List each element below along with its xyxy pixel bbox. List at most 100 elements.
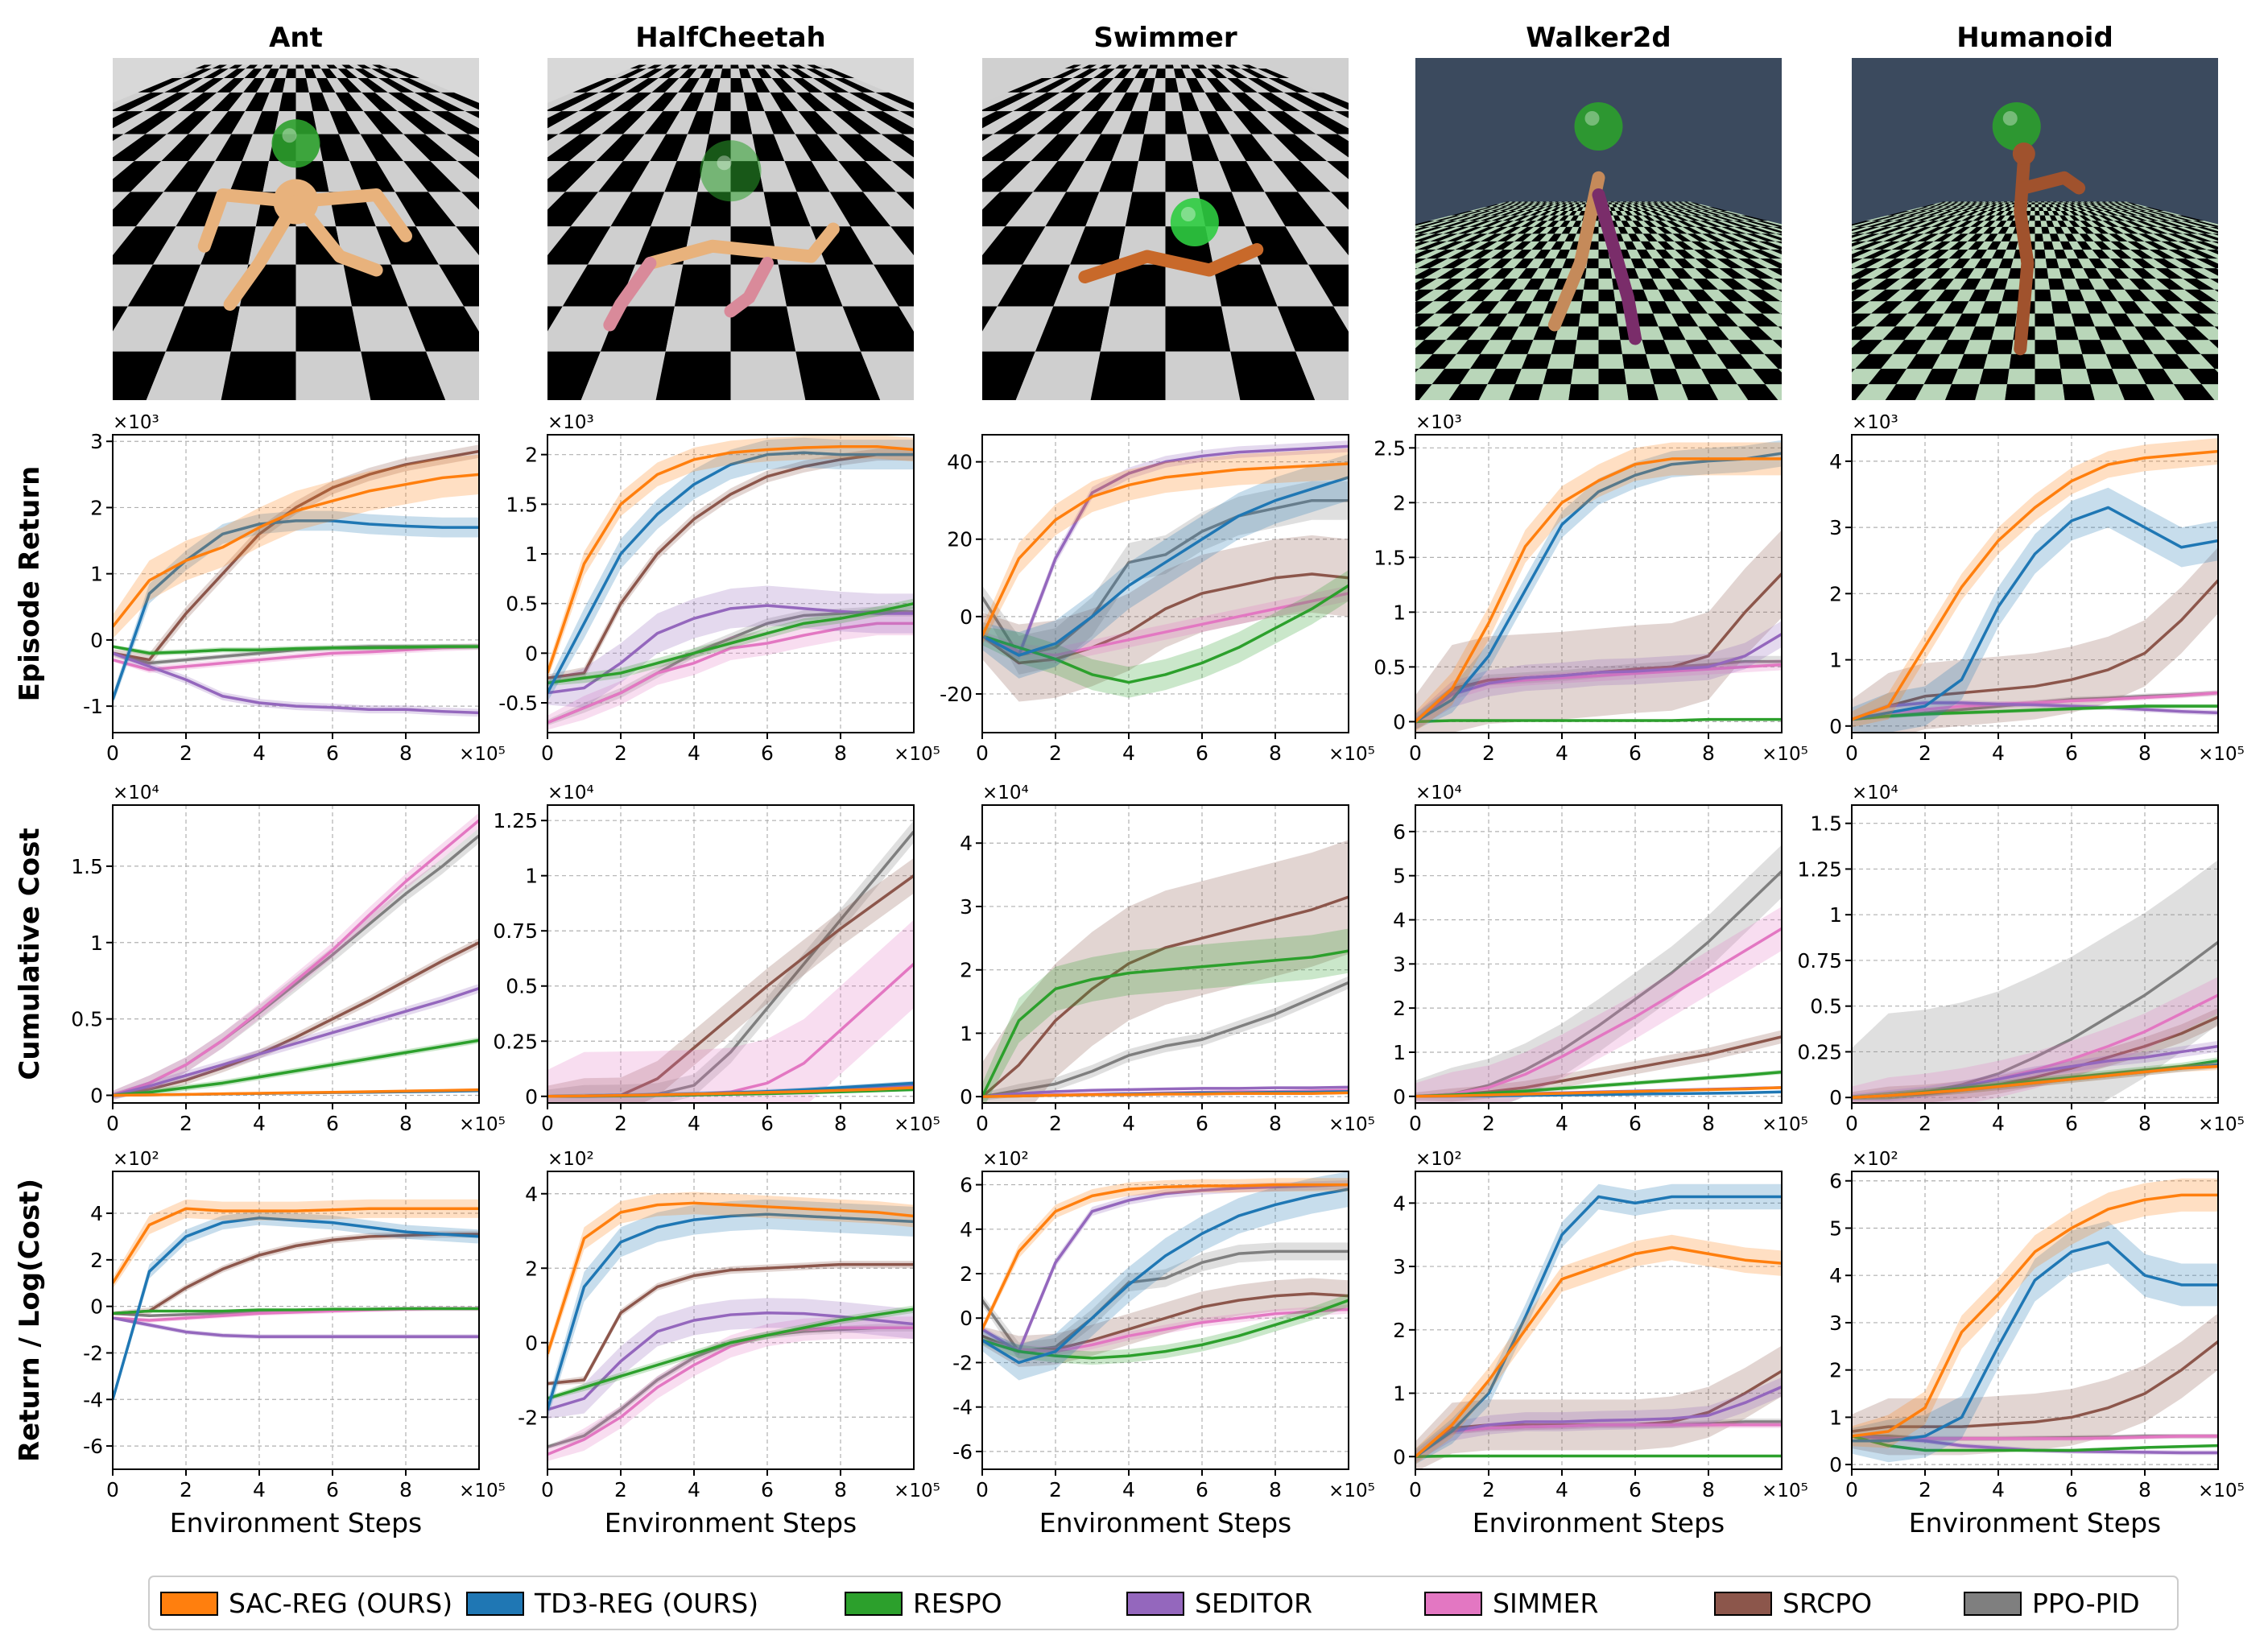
grid xyxy=(547,435,914,733)
series-line-td3-reg-ours- xyxy=(1852,1241,2218,1443)
band-ppo-pid xyxy=(113,643,479,666)
y-tick-label: 2 xyxy=(960,959,973,982)
series-line-sac-reg-ours- xyxy=(1415,1086,1782,1098)
series-line-td3-reg-ours- xyxy=(1415,1195,1782,1458)
band-srcpo xyxy=(1852,547,2218,733)
axes-frame xyxy=(112,804,480,1104)
axes-frame xyxy=(981,804,1349,1104)
y-multiplier: ×10³ xyxy=(547,412,594,433)
series-line-simmer xyxy=(982,1307,1349,1353)
grid xyxy=(982,435,1349,733)
y-tick-label: 3 xyxy=(1393,952,1406,976)
x-multiplier: ×10⁵ xyxy=(1328,1114,1375,1135)
x-tick-label: 4 xyxy=(688,741,700,765)
x-tick-label: 0 xyxy=(1409,741,1422,765)
x-tick-label: 0 xyxy=(976,741,989,765)
series-line-respo xyxy=(1415,717,1782,724)
grid xyxy=(982,805,1349,1103)
x-tick-label: 2 xyxy=(1919,1478,1931,1501)
series-line-simmer xyxy=(1852,691,2218,721)
series-line-respo xyxy=(113,1307,479,1316)
y-tick-label: 0 xyxy=(525,642,538,665)
row-label-1: Cumulative Cost xyxy=(14,828,46,1080)
series-line-simmer xyxy=(547,1326,914,1456)
chart-halfcheetah-0: 0 2 4 6 8 ×10⁵ -0.5 0 0.5 1 1.5 2 ×10³ xyxy=(498,412,940,765)
band-td3-reg-ours- xyxy=(113,510,479,706)
band-sac-reg-ours- xyxy=(1415,1234,1782,1464)
x-tick-label: 0 xyxy=(1409,1112,1422,1135)
band-sac-reg-ours- xyxy=(982,448,1349,646)
x-tick-label: 4 xyxy=(1555,741,1568,765)
band-simmer xyxy=(1415,907,1782,1103)
x-tick-label: 0 xyxy=(106,1478,119,1501)
y-tick-label: 4 xyxy=(960,832,973,855)
x-tick-label: 8 xyxy=(1702,1478,1715,1501)
legend-label: RESPO xyxy=(913,1588,1002,1619)
y-tick-label: 1 xyxy=(525,543,538,566)
axes-frame xyxy=(981,434,1349,733)
chart-halfcheetah-1: 0 2 4 6 8 ×10⁵ 0 0.25 0.5 0.75 1 1.25 ×10⁴ xyxy=(493,783,940,1135)
x-tick-label: 0 xyxy=(541,1112,554,1135)
x-tick-label: 8 xyxy=(834,741,847,765)
series-line-seditor xyxy=(982,1183,1349,1353)
x-tick-label: 8 xyxy=(1702,741,1715,765)
chart-grid: 0 2 4 6 8 ×10⁵ -1 0 1 2 3 ×10³ 0 2 4 6 8 ×10⁵ -0.5 0 0.5 1 1.5… xyxy=(71,412,2245,1539)
x-multiplier: ×10⁵ xyxy=(459,1481,506,1501)
series-line-seditor xyxy=(547,604,914,695)
x-tick-label: 6 xyxy=(1196,1478,1208,1501)
series-line-sac-reg-ours- xyxy=(982,1091,1349,1098)
series-line-srcpo xyxy=(982,572,1349,665)
band-srcpo xyxy=(113,1230,479,1316)
legend: SAC-REG (OURS) TD3-REG (OURS) RESPO SEDITOR… xyxy=(148,1576,2179,1630)
y-tick-label: 0 xyxy=(1829,715,1842,738)
y-multiplier: ×10² xyxy=(547,1149,594,1170)
y-tick-label: 40 xyxy=(947,451,973,474)
series-line-sac-reg-ours- xyxy=(113,1088,479,1097)
band-srcpo xyxy=(982,840,1349,1103)
column-title-walker2d: Walker2d xyxy=(1526,22,1671,54)
x-tick-label: 0 xyxy=(976,1478,989,1501)
row-label-2: Return / Log(Cost) xyxy=(14,1179,46,1462)
y-tick-label: -20 xyxy=(940,683,973,706)
x-tick-label: 0 xyxy=(541,1478,554,1501)
x-tick-label: 4 xyxy=(1555,1478,1568,1501)
x-tick-label: 4 xyxy=(1992,1112,2005,1135)
row-labels: Episode Return Cumulative Cost Return / Lo… xyxy=(14,466,46,1462)
series-line-seditor xyxy=(1852,701,2218,721)
band-respo xyxy=(982,928,1349,1103)
axes-frame xyxy=(547,1171,915,1470)
x-tick-label: 2 xyxy=(614,741,627,765)
y-tick-label: 6 xyxy=(1393,820,1406,844)
series-line-td3-reg-ours- xyxy=(982,1187,1349,1365)
column-title-halfcheetah: HalfCheetah xyxy=(635,22,826,54)
y-multiplier: ×10⁴ xyxy=(547,783,594,803)
x-tick-label: 6 xyxy=(1196,741,1208,765)
x-tick-label: 4 xyxy=(1992,1478,2005,1501)
series-line-simmer xyxy=(113,819,479,1097)
grid xyxy=(113,1171,479,1469)
x-multiplier: ×10⁵ xyxy=(1762,1114,1808,1135)
x-tick-label: 8 xyxy=(2138,1478,2151,1501)
band-sac-reg-ours- xyxy=(1852,438,2218,728)
x-tick-label: 2 xyxy=(180,1112,192,1135)
band-td3-reg-ours- xyxy=(1415,1183,1782,1464)
y-tick-label: 2 xyxy=(90,1249,103,1272)
series-line-ppo-pid xyxy=(982,498,1349,657)
series-line-seditor xyxy=(113,651,479,715)
x-tick-label: 4 xyxy=(1992,741,2005,765)
band-srcpo xyxy=(1415,1030,1782,1102)
series-line-simmer xyxy=(1415,927,1782,1098)
x-multiplier: ×10⁵ xyxy=(2198,1114,2245,1135)
series-line-respo xyxy=(113,1039,479,1097)
y-tick-label: 0 xyxy=(1393,1085,1406,1109)
axes-frame xyxy=(1851,1171,2219,1470)
chart-walker2d-0: 0 2 4 6 8 ×10⁵ 0 0.5 1 1.5 2 2.5 ×10³ xyxy=(1374,412,1808,765)
x-tick-label: 6 xyxy=(1196,1112,1208,1135)
band-simmer xyxy=(547,919,914,1103)
y-tick-label: 2 xyxy=(1829,582,1842,605)
series-line-sac-reg-ours- xyxy=(982,1183,1349,1330)
x-multiplier: ×10⁵ xyxy=(894,744,940,765)
band-respo xyxy=(1415,1069,1782,1098)
chart-swimmer-0: 0 2 4 6 8 ×10⁵ -20 0 20 40 xyxy=(940,434,1375,765)
series-line-seditor xyxy=(982,444,1349,657)
